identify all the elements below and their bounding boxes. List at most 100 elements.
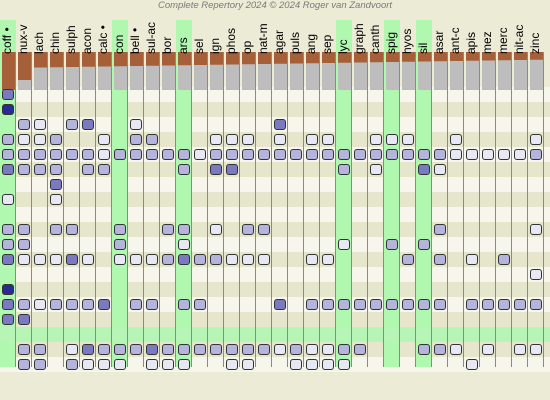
grade-cell[interactable]	[194, 344, 206, 355]
grade-cell[interactable]	[338, 149, 350, 160]
grade-cell[interactable]	[322, 299, 334, 310]
grade-cell[interactable]	[210, 344, 222, 355]
remedy-label[interactable]: lach	[32, 31, 46, 54]
grade-cell[interactable]	[82, 164, 94, 175]
grade-cell[interactable]	[178, 359, 190, 370]
grade-cell[interactable]	[274, 119, 286, 130]
grade-cell[interactable]	[434, 224, 446, 235]
grade-cell[interactable]	[178, 299, 190, 310]
grade-cell[interactable]	[274, 149, 286, 160]
grade-cell[interactable]	[50, 299, 62, 310]
grade-cell[interactable]	[466, 149, 478, 160]
remedy-label[interactable]: acon	[80, 27, 94, 54]
grade-cell[interactable]	[258, 344, 270, 355]
grade-cell[interactable]	[178, 164, 190, 175]
grade-cell[interactable]	[242, 359, 254, 370]
grade-cell[interactable]	[322, 344, 334, 355]
grade-cell[interactable]	[82, 359, 94, 370]
grade-cell[interactable]	[306, 254, 318, 265]
grade-cell[interactable]	[242, 254, 254, 265]
remedy-label[interactable]: nux-v	[16, 24, 30, 54]
grade-cell[interactable]	[2, 164, 14, 175]
grade-cell[interactable]	[130, 149, 142, 160]
grade-cell[interactable]	[482, 344, 494, 355]
grade-cell[interactable]	[258, 149, 270, 160]
grade-cell[interactable]	[98, 299, 110, 310]
grade-cell[interactable]	[354, 299, 366, 310]
grade-cell[interactable]	[18, 119, 30, 130]
grade-cell[interactable]	[146, 299, 158, 310]
grade-cell[interactable]	[34, 149, 46, 160]
grade-cell[interactable]	[130, 254, 142, 265]
remedy-label[interactable]: calc •	[96, 25, 110, 54]
grade-cell[interactable]	[114, 254, 126, 265]
grade-cell[interactable]	[66, 149, 78, 160]
grade-cell[interactable]	[466, 359, 478, 370]
grade-cell[interactable]	[18, 164, 30, 175]
grade-cell[interactable]	[130, 344, 142, 355]
grade-cell[interactable]	[274, 299, 286, 310]
grade-cell[interactable]	[402, 299, 414, 310]
grade-cell[interactable]	[434, 344, 446, 355]
grade-cell[interactable]	[34, 344, 46, 355]
grade-cell[interactable]	[2, 104, 14, 115]
grade-cell[interactable]	[2, 89, 14, 100]
grade-cell[interactable]	[82, 149, 94, 160]
grade-cell[interactable]	[306, 134, 318, 145]
remedy-label[interactable]: puls	[288, 31, 302, 54]
remedy-label[interactable]: canth	[368, 24, 382, 54]
grade-cell[interactable]	[162, 149, 174, 160]
grade-cell[interactable]	[402, 149, 414, 160]
remedy-label[interactable]: mez	[480, 31, 494, 54]
grade-cell[interactable]	[98, 149, 110, 160]
grade-cell[interactable]	[210, 134, 222, 145]
grade-cell[interactable]	[498, 254, 510, 265]
grade-cell[interactable]	[178, 149, 190, 160]
grade-cell[interactable]	[210, 254, 222, 265]
symptom-row[interactable]	[0, 312, 550, 327]
grade-cell[interactable]	[242, 224, 254, 235]
symptom-row[interactable]	[0, 192, 550, 207]
grade-cell[interactable]	[354, 344, 366, 355]
grade-cell[interactable]	[82, 254, 94, 265]
grade-cell[interactable]	[34, 134, 46, 145]
remedy-label[interactable]: apis	[464, 31, 478, 54]
grade-cell[interactable]	[82, 344, 94, 355]
grade-cell[interactable]	[226, 254, 238, 265]
grade-cell[interactable]	[242, 149, 254, 160]
remedy-label[interactable]: bell •	[128, 27, 142, 54]
grade-cell[interactable]	[386, 299, 398, 310]
grade-cell[interactable]	[146, 149, 158, 160]
remedy-label[interactable]: con	[112, 34, 126, 54]
grade-cell[interactable]	[2, 284, 14, 295]
grade-cell[interactable]	[146, 254, 158, 265]
grade-cell[interactable]	[50, 164, 62, 175]
grade-cell[interactable]	[130, 119, 142, 130]
grade-cell[interactable]	[370, 149, 382, 160]
grade-cell[interactable]	[434, 149, 446, 160]
grade-cell[interactable]	[114, 149, 126, 160]
grade-cell[interactable]	[226, 134, 238, 145]
grade-cell[interactable]	[50, 134, 62, 145]
grade-cell[interactable]	[386, 134, 398, 145]
grade-cell[interactable]	[178, 344, 190, 355]
grade-cell[interactable]	[2, 134, 14, 145]
grade-cell[interactable]	[306, 299, 318, 310]
grade-cell[interactable]	[50, 254, 62, 265]
grade-cell[interactable]	[146, 134, 158, 145]
grade-cell[interactable]	[130, 134, 142, 145]
grade-cell[interactable]	[34, 164, 46, 175]
grade-cell[interactable]	[530, 344, 542, 355]
grade-cell[interactable]	[2, 239, 14, 250]
grade-cell[interactable]	[146, 359, 158, 370]
remedy-label[interactable]: coff •	[0, 27, 14, 54]
grade-cell[interactable]	[418, 344, 430, 355]
grade-cell[interactable]	[178, 224, 190, 235]
grade-cell[interactable]	[226, 149, 238, 160]
grade-cell[interactable]	[50, 149, 62, 160]
grade-cell[interactable]	[162, 359, 174, 370]
grade-cell[interactable]	[178, 254, 190, 265]
grade-cell[interactable]	[18, 224, 30, 235]
grade-cell[interactable]	[402, 254, 414, 265]
grade-cell[interactable]	[482, 299, 494, 310]
